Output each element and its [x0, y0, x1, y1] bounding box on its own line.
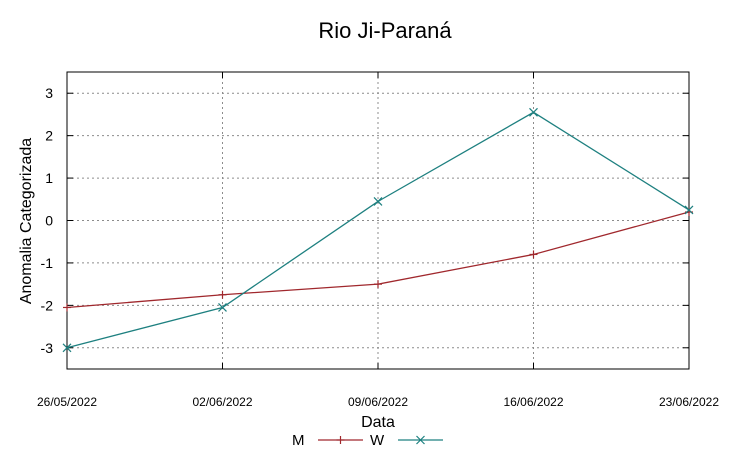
x-tick-label: 09/06/2022	[348, 395, 408, 409]
data-point-m	[218, 290, 227, 299]
series-area	[62, 107, 694, 353]
grid	[67, 72, 689, 369]
data-point-w	[684, 205, 694, 215]
data-point-w	[62, 343, 72, 353]
data-point-m	[63, 303, 71, 312]
legend-label-w: W	[370, 432, 385, 449]
legend-marker-w	[416, 435, 425, 445]
data-point-m	[529, 250, 538, 259]
x-tick-label: 16/06/2022	[503, 395, 563, 409]
y-tick-label: -2	[41, 297, 54, 313]
y-tick-label: 1	[45, 170, 53, 186]
y-tick-label: 2	[45, 128, 53, 144]
y-axis: -3 -2 -1 0 1 2 3	[41, 85, 689, 356]
x-tick-label: 26/05/2022	[37, 395, 97, 409]
y-axis-title: Anomalia Categorizada	[18, 138, 35, 304]
chart-title: Rio Ji-Paraná	[318, 18, 452, 43]
x-axis: 26/05/2022 02/06/2022 09/06/2022 16/06/2022…	[37, 72, 719, 409]
y-tick-label: 3	[45, 85, 53, 101]
y-tick-label: -1	[41, 255, 54, 271]
x-tick-label: 23/06/2022	[659, 395, 719, 409]
legend-label-m: M	[292, 432, 305, 449]
x-axis-title: Data	[361, 414, 395, 431]
data-point-w	[529, 107, 538, 117]
y-tick-label: -3	[41, 340, 54, 356]
y-tick-label: 0	[45, 213, 53, 229]
data-point-w	[218, 303, 227, 312]
legend-marker-m	[336, 436, 345, 444]
x-tick-label: 02/06/2022	[192, 395, 252, 409]
data-point-m	[374, 280, 382, 289]
data-point-w	[373, 196, 383, 206]
